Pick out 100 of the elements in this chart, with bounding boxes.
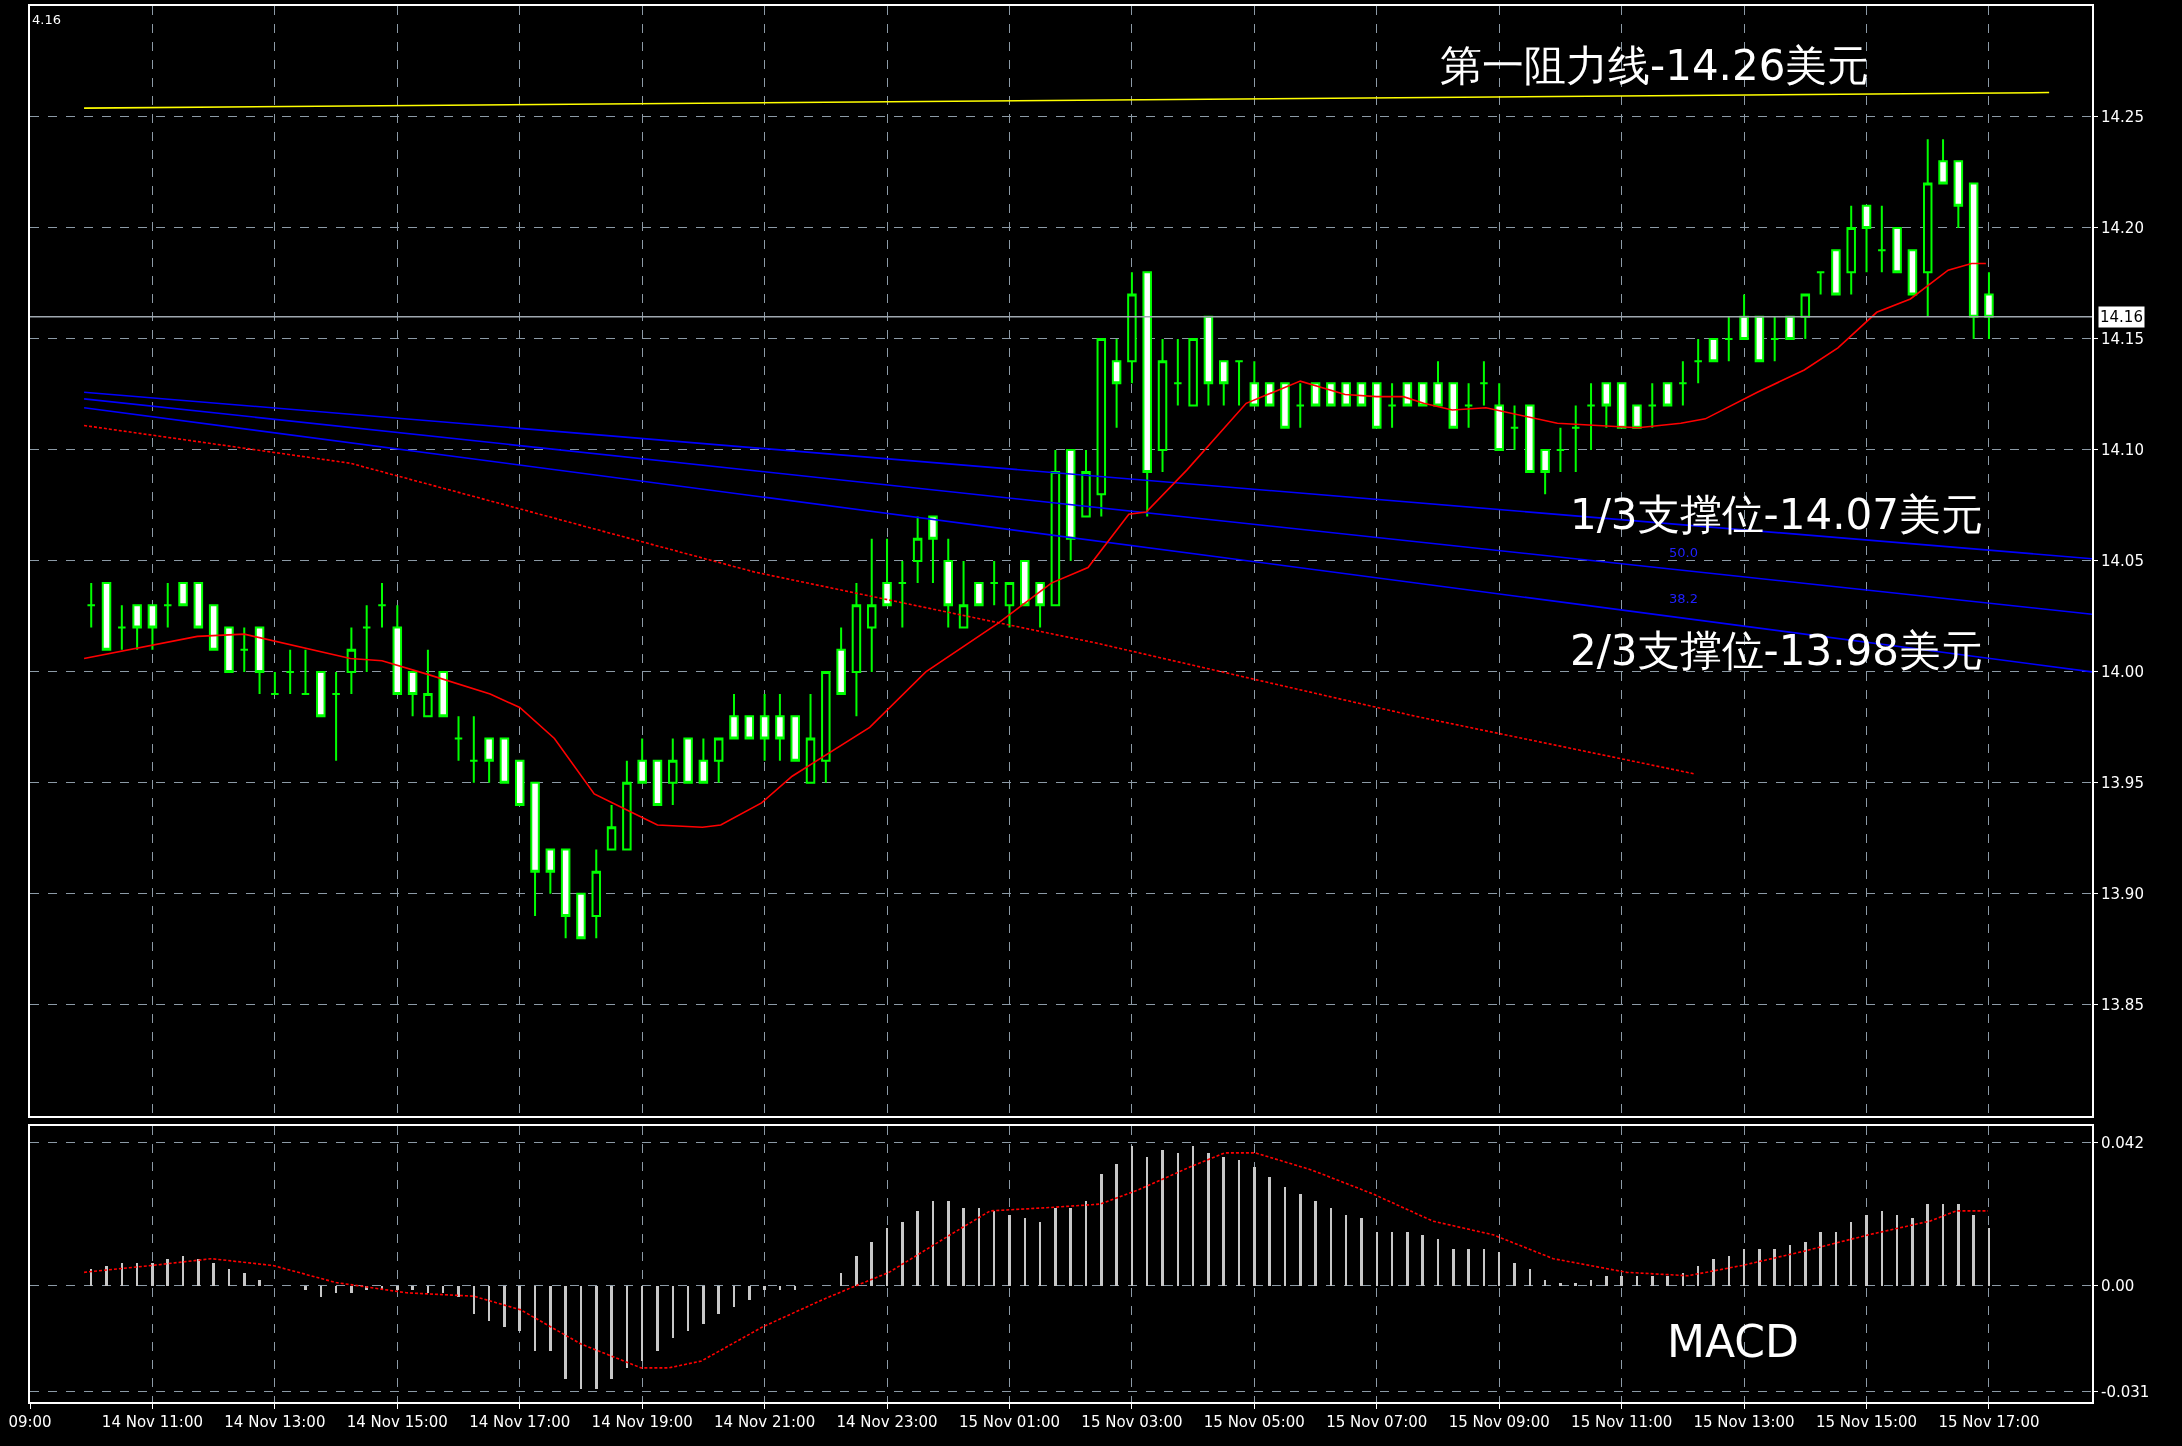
bar [1253, 1166, 1256, 1286]
candlestick [499, 737, 510, 784]
candlestick [759, 693, 770, 762]
bar [1559, 1282, 1562, 1286]
bar [1881, 1210, 1883, 1286]
bar [733, 1285, 735, 1307]
candlestick [1433, 360, 1443, 407]
candlestick [254, 626, 265, 696]
bar [993, 1210, 995, 1286]
candlestick [438, 670, 448, 718]
candlestick [178, 582, 188, 607]
x-tick-label: 14 Nov 21:00 [714, 1413, 816, 1431]
candlestick [1402, 382, 1413, 407]
bar [580, 1285, 582, 1389]
bar [1835, 1231, 1837, 1286]
bar [748, 1285, 751, 1300]
candlestick [1785, 315, 1795, 340]
bar [962, 1207, 965, 1286]
candlestick [1310, 382, 1321, 407]
candlestick [1341, 382, 1351, 407]
candlestick [1326, 382, 1336, 407]
bar [626, 1285, 628, 1368]
bar [1988, 1227, 1990, 1286]
bar [932, 1200, 934, 1286]
bar [1758, 1248, 1761, 1286]
bar [304, 1285, 307, 1290]
bar [656, 1285, 659, 1351]
bar [1115, 1163, 1118, 1286]
y-tick-label: 13.90 [2101, 885, 2144, 904]
bar [1957, 1203, 1960, 1286]
bar [243, 1272, 246, 1286]
bar [212, 1262, 215, 1286]
y-tick-label: 14.20 [2101, 219, 2144, 238]
candlestick [1249, 360, 1260, 407]
bar [166, 1258, 169, 1286]
x-tick-label: 15 Nov 07:00 [1326, 1413, 1428, 1431]
bar [1146, 1156, 1148, 1286]
bar [473, 1285, 475, 1314]
candlestick [943, 537, 954, 629]
candlestick [1708, 337, 1719, 363]
candlestick [423, 648, 433, 718]
bar [1743, 1248, 1745, 1286]
annotation: MACD [1667, 1316, 1799, 1367]
candlestick [775, 693, 785, 762]
x-tick-label: 14 Nov 17:00 [469, 1413, 571, 1431]
candlestick [1739, 293, 1749, 340]
candlestick [300, 648, 311, 696]
bar [320, 1285, 322, 1297]
bar [1651, 1275, 1654, 1286]
candlestick [1647, 382, 1658, 429]
bar [702, 1285, 705, 1324]
bar [457, 1285, 460, 1297]
bar [1682, 1272, 1684, 1286]
bar [1590, 1279, 1592, 1286]
bar [136, 1262, 138, 1286]
candlestick [407, 670, 418, 718]
candlestick [1173, 337, 1183, 407]
candlestick [698, 737, 709, 784]
y-tick-label: 14.05 [2101, 552, 2144, 571]
x-tick-label: 09:00 [8, 1413, 52, 1431]
candlestick [1800, 293, 1811, 340]
candlestick [1264, 382, 1275, 407]
bar [1284, 1186, 1286, 1286]
candlestick [132, 604, 142, 651]
bar [1605, 1275, 1608, 1286]
candlestick [683, 737, 693, 784]
bar [503, 1285, 506, 1327]
candlestick [1938, 138, 1948, 185]
candlestick [1096, 337, 1107, 518]
bar [396, 1285, 399, 1290]
candlestick [652, 759, 663, 807]
candlestick [866, 537, 877, 673]
bar [549, 1285, 552, 1351]
bar [947, 1200, 950, 1286]
candlestick [1953, 160, 1964, 229]
x-tick-label: 15 Nov 09:00 [1448, 1413, 1550, 1431]
bar [1054, 1207, 1057, 1286]
candlestick [1188, 337, 1198, 407]
bar [794, 1285, 796, 1290]
candlestick [208, 604, 219, 651]
x-tick-label: 14 Nov 11:00 [101, 1413, 203, 1431]
candlestick [1035, 582, 1045, 629]
bar [350, 1285, 353, 1293]
candlestick [1984, 271, 1994, 340]
candlestick [285, 648, 295, 696]
y-tick-label: 14.25 [2101, 108, 2144, 127]
bar [1238, 1159, 1240, 1286]
candlestick [86, 582, 96, 629]
candlestick [1540, 448, 1550, 496]
candlestick [1234, 360, 1244, 407]
candlestick [361, 604, 372, 673]
annotation: 4.16 [32, 12, 61, 27]
candlestick [1525, 404, 1535, 474]
candlestick [1448, 382, 1459, 429]
bar [1222, 1156, 1225, 1286]
candlestick [851, 582, 862, 718]
bar [687, 1285, 689, 1331]
candlestick [1203, 315, 1214, 407]
candlestick [530, 781, 540, 918]
bar [1728, 1255, 1730, 1286]
